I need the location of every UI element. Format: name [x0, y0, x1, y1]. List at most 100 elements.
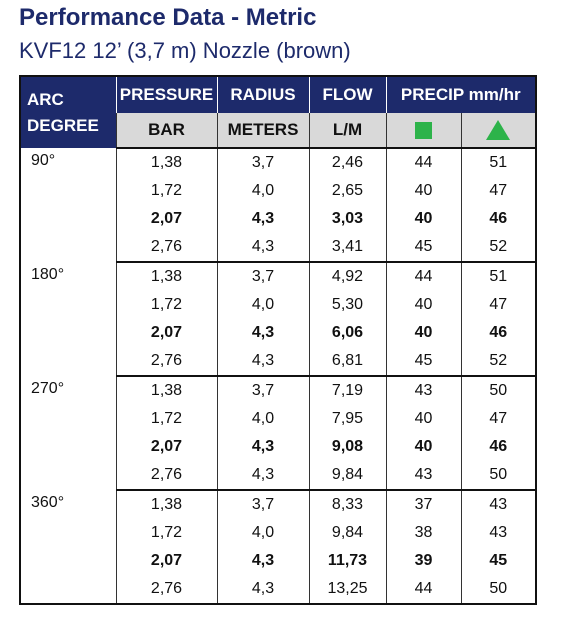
unit: L/M — [308, 113, 386, 149]
cell: 37 — [385, 490, 461, 519]
cell: 46 — [460, 319, 537, 347]
cell: 4,0 — [216, 177, 309, 205]
cell: 9,84 — [308, 519, 386, 547]
header-row: ARC DEGREE PRESSURE RADIUS FLOW PRECIP mm… — [20, 76, 537, 148]
square-icon-cell — [385, 113, 461, 149]
cell: 50 — [460, 376, 537, 405]
cell: 6,81 — [308, 347, 386, 377]
cell: 4,3 — [216, 233, 309, 263]
cell: 2,07 — [115, 205, 217, 233]
cell: 44 — [385, 148, 461, 177]
cell: 1,72 — [115, 177, 217, 205]
cell: 4,3 — [216, 205, 309, 233]
cell: 38 — [385, 519, 461, 547]
cell: 4,0 — [216, 291, 309, 319]
cell: 43 — [385, 376, 461, 405]
cell: 2,76 — [115, 575, 217, 605]
data-row: 180° 1,38 3,7 4,92 44 51 — [20, 262, 537, 291]
cell: 1,72 — [115, 405, 217, 433]
cell: 40 — [385, 177, 461, 205]
cell: 1,38 — [115, 148, 217, 177]
title: Performance Data - Metric — [19, 4, 317, 31]
square-icon — [415, 122, 432, 140]
subtitle: KVF12 12’ (3,7 m) Nozzle (brown) — [19, 38, 351, 63]
cell: 2,76 — [115, 461, 217, 491]
data-row: 1,72 4,0 9,84 38 43 — [20, 519, 537, 547]
cell: 40 — [385, 405, 461, 433]
cell: 39 — [385, 547, 461, 575]
cell: 40 — [385, 291, 461, 319]
data-row: 2,07 4,3 6,06 40 46 — [20, 319, 537, 347]
cell: 2,07 — [115, 319, 217, 347]
performance-table: ARC DEGREE PRESSURE RADIUS FLOW PRECIP mm… — [19, 75, 538, 605]
degree-label: DEGREE — [27, 115, 99, 135]
table-body: 90° 1,38 3,7 2,46 44 51 1,72 4,0 2,65 40 47 2,07 4,3… — [20, 148, 537, 605]
cell: 8,33 — [308, 490, 386, 519]
cell: 3,03 — [308, 205, 386, 233]
cell: 45 — [460, 547, 537, 575]
data-row: 2,07 4,3 9,08 40 46 — [20, 433, 537, 461]
precip-header: PRECIP mm/hr — [385, 76, 537, 113]
cell: 1,72 — [115, 519, 217, 547]
cell: 46 — [460, 433, 537, 461]
data-row: 2,07 4,3 11,73 39 45 — [20, 547, 537, 575]
data-row: 1,72 4,0 2,65 40 47 — [20, 177, 537, 205]
cell: 6,06 — [308, 319, 386, 347]
cell: 51 — [460, 262, 537, 291]
cell: 47 — [460, 291, 537, 319]
cell: 4,3 — [216, 547, 309, 575]
cell: 2,65 — [308, 177, 386, 205]
data-row: 270° 1,38 3,7 7,19 43 50 — [20, 376, 537, 405]
cell: 2,07 — [115, 547, 217, 575]
arc-degree: 360° — [31, 494, 65, 511]
cell: 1,38 — [115, 490, 217, 519]
cell: 43 — [460, 490, 537, 519]
data-row: 2,76 4,3 13,25 44 50 — [20, 575, 537, 605]
cell: 50 — [460, 461, 537, 491]
cell: 40 — [385, 319, 461, 347]
data-row: 2,76 4,3 3,41 45 52 — [20, 233, 537, 263]
cell: 7,95 — [308, 405, 386, 433]
triangle-icon-cell — [460, 113, 537, 149]
unit: BAR — [115, 113, 217, 149]
radius-header: RADIUS — [216, 76, 309, 113]
cell: 52 — [460, 233, 537, 263]
arc-degree: 90° — [31, 152, 56, 169]
cell: 4,3 — [216, 461, 309, 491]
cell: 44 — [385, 575, 461, 605]
cell: 4,3 — [216, 347, 309, 377]
data-row: 2,76 4,3 6,81 45 52 — [20, 347, 537, 377]
cell: 4,0 — [216, 405, 309, 433]
cell: 52 — [460, 347, 537, 377]
cell: 9,84 — [308, 461, 386, 491]
cell: 2,76 — [115, 233, 217, 263]
data-row: 360° 1,38 3,7 8,33 37 43 — [20, 490, 537, 519]
cell: 9,08 — [308, 433, 386, 461]
data-row: 90° 1,38 3,7 2,46 44 51 — [20, 148, 537, 177]
cell: 3,7 — [216, 148, 309, 177]
cell: 3,7 — [216, 490, 309, 519]
cell: 5,30 — [308, 291, 386, 319]
cell: 4,92 — [308, 262, 386, 291]
flow-header: FLOW — [308, 76, 386, 113]
arc-header: ARC DEGREE — [20, 76, 116, 148]
cell: 1,72 — [115, 291, 217, 319]
cell: 11,73 — [308, 547, 386, 575]
unit: METERS — [216, 113, 309, 149]
cell: 1,38 — [115, 376, 217, 405]
arc-degree: 270° — [31, 380, 65, 397]
cell: 50 — [460, 575, 537, 605]
triangle-icon — [486, 120, 511, 141]
cell: 7,19 — [308, 376, 386, 405]
cell: 2,46 — [308, 148, 386, 177]
data-row: 1,72 4,0 7,95 40 47 — [20, 405, 537, 433]
cell: 4,3 — [216, 433, 309, 461]
pressure-header: PRESSURE — [115, 76, 217, 113]
cell: 2,07 — [115, 433, 217, 461]
cell: 3,7 — [216, 262, 309, 291]
cell: 40 — [385, 433, 461, 461]
cell: 45 — [385, 347, 461, 377]
data-row: 2,07 4,3 3,03 40 46 — [20, 205, 537, 233]
cell: 47 — [460, 177, 537, 205]
